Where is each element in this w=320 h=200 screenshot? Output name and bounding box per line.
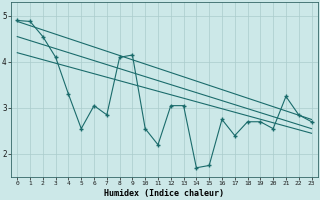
X-axis label: Humidex (Indice chaleur): Humidex (Indice chaleur)	[104, 189, 224, 198]
